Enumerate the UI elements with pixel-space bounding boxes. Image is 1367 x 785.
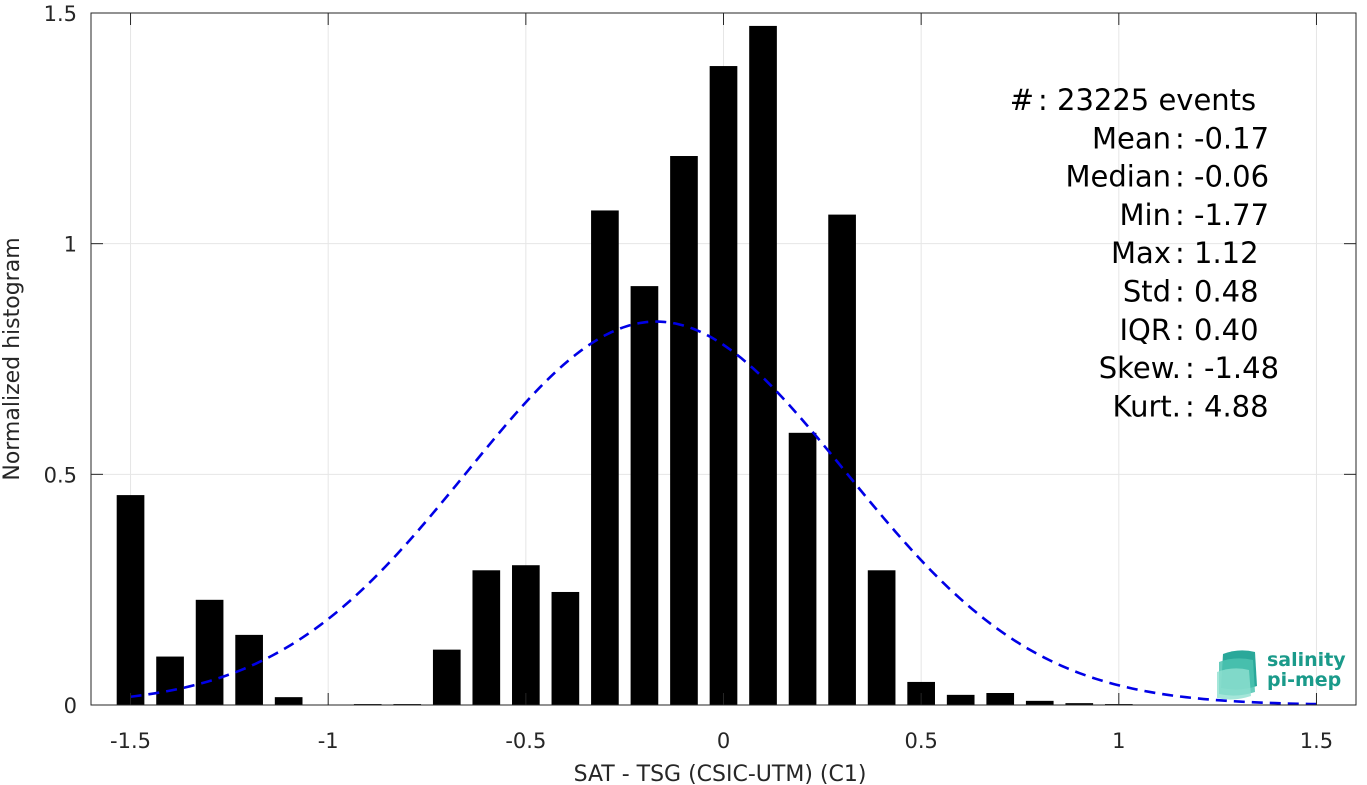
histogram-bar [630,286,659,705]
logo-line2: pi-mep [1267,669,1341,691]
x-tick-label: 0 [717,729,730,753]
layered-waves-icon [1217,650,1257,700]
histogram-bar [828,214,856,705]
stat-label: Median [1066,160,1171,194]
histogram-bar [274,697,303,705]
x-tick-label: 1 [1112,729,1125,753]
stat-value: : 1.12 [1175,236,1259,270]
x-tick-label: 1.5 [1300,729,1333,753]
stat-value: : 23225 events [1038,83,1256,117]
stat-label: Skew. [1099,351,1181,385]
histogram-bar [867,570,896,705]
stat-value: : -0.06 [1175,160,1269,194]
histogram-bar [946,694,975,705]
axis-ticks [91,12,1356,706]
histogram-bar [709,66,738,705]
x-tick-labels: -1.5 -1 -0.5 0 0.5 1 1.5 [110,729,1333,753]
y-tick-label: 0 [64,694,77,718]
histogram-bar [591,210,619,705]
histogram-bar [1025,700,1054,705]
histogram-bar [986,693,1015,705]
y-tick-label: 1 [64,233,77,257]
salinity-pi-mep-logo: salinity pi-mep [1217,649,1346,700]
histogram-bar [156,656,184,705]
histogram-bar [1065,703,1094,705]
stat-value: : 4.88 [1185,389,1269,423]
stat-label: Min [1120,198,1171,232]
histogram-bar [512,565,540,705]
stat-value: : -0.17 [1175,121,1269,155]
histogram-bar [788,432,817,705]
logo-line1: salinity [1267,649,1346,671]
x-tick-label: -1.5 [110,729,151,753]
histogram-bar [116,495,145,705]
x-tick-label: 0.5 [904,729,937,753]
histogram-bar [670,156,698,706]
stat-label: # [1010,83,1034,117]
stat-value: : -1.48 [1185,351,1279,385]
histogram-bar [551,591,580,705]
y-tick-label: 0.5 [44,463,77,487]
y-tick-labels: 0 0.5 1 1.5 [44,2,77,718]
stat-label: Max [1111,236,1171,270]
y-axis-label: Normalized histogram [0,237,25,480]
gaussian-fit-curve [130,320,1317,706]
stat-value: : 0.48 [1175,275,1259,309]
histogram-bar [749,25,777,705]
stat-value: : 0.40 [1175,313,1259,347]
y-tick-label: 1.5 [44,2,77,26]
stat-value: : -1.77 [1175,198,1269,232]
stat-label: Mean [1092,121,1171,155]
x-tick-label: -1 [318,729,339,753]
stat-label: IQR [1119,313,1171,347]
x-tick-label: -0.5 [505,729,546,753]
histogram-bar [472,570,501,705]
stat-label: Std [1123,275,1171,309]
stat-label: Kurt. [1113,389,1181,423]
histogram-bar [195,599,224,705]
x-axis-label: SAT - TSG (CSIC-UTM) (C1) [574,762,867,785]
histogram-bar [432,649,461,705]
histogram-bars [116,25,1173,706]
